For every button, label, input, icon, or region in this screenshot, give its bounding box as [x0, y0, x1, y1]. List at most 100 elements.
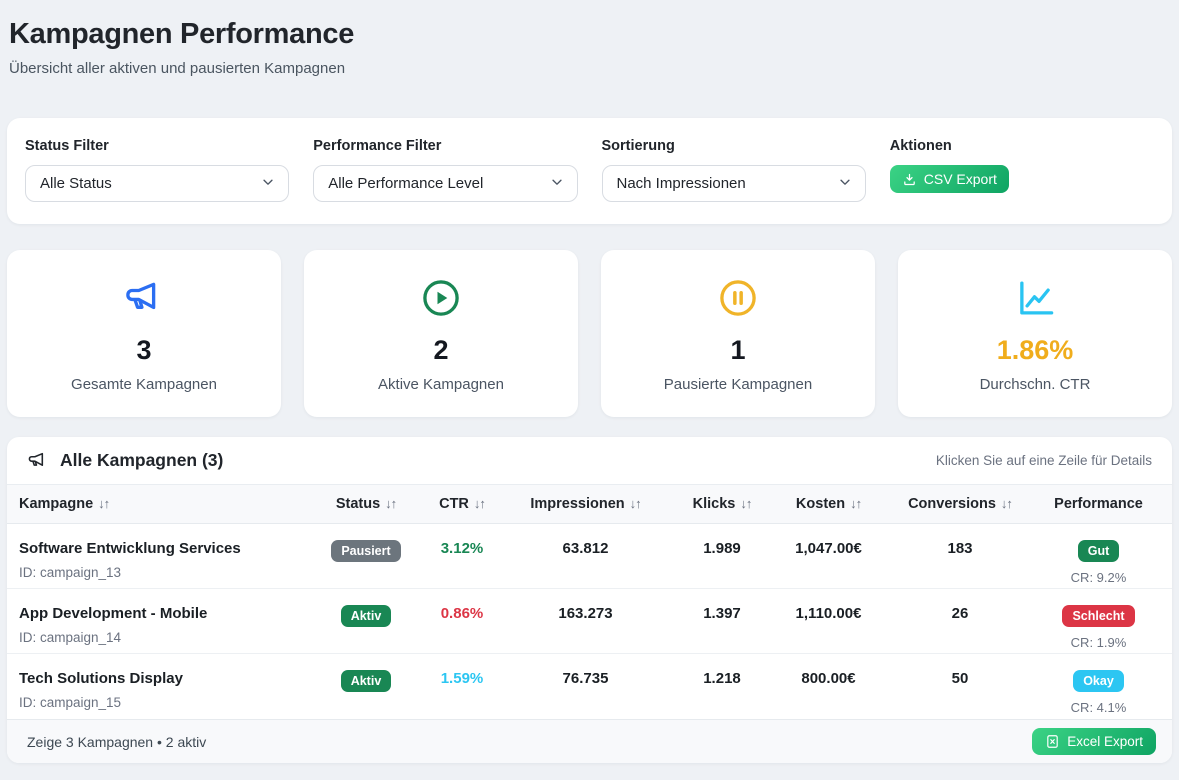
column-header-status[interactable]: Status ↓↑: [335, 496, 397, 512]
stat-active-value: 2: [433, 334, 449, 365]
ctr-cell: 1.59%: [440, 670, 484, 687]
sort-icon: ↓↑: [1000, 496, 1013, 511]
performance-badge: Okay: [1073, 670, 1124, 693]
campaign-id: ID: campaign_15: [19, 695, 122, 710]
ctr-cell: 0.86%: [440, 605, 484, 622]
column-header-kosten[interactable]: Kosten ↓↑: [795, 496, 862, 512]
conversions-cell: 50: [951, 670, 969, 687]
performance-filter-group: Performance Filter Alle Performance Leve…: [313, 138, 578, 202]
status-badge: Aktiv: [340, 670, 392, 693]
sort-select[interactable]: Nach Impressionen: [601, 165, 866, 202]
sort-icon: ↓↑: [98, 496, 110, 511]
status-cell: Pausiert: [311, 537, 421, 563]
column-header-impressionen[interactable]: Impressionen ↓↑: [530, 496, 641, 512]
stat-ctr-value: 1.86%: [996, 334, 1074, 365]
ctr-cell: 3.12%: [440, 540, 484, 557]
table-title: Alle Kampagnen (3): [60, 450, 224, 470]
table-body: Software Entwicklung Services ID: campai…: [7, 524, 1172, 719]
stat-ctr-label: Durchschn. CTR: [979, 375, 1091, 393]
sort-label: Sortierung: [601, 138, 675, 154]
performance-cell: Okay CR: 4.1%: [1039, 667, 1158, 715]
footer-summary: Zeige 3 Kampagnen • 2 aktiv: [27, 733, 207, 750]
sort-filter-group: Sortierung Nach Impressionen: [601, 138, 866, 202]
status-cell: Aktiv: [311, 667, 421, 693]
chevron-down-icon: [261, 175, 275, 193]
performance-cell: Schlecht CR: 1.9%: [1039, 602, 1158, 650]
sort-icon: ↓↑: [385, 496, 397, 511]
campaign-performance-page: Kampagnen Performance Übersicht aller ak…: [7, 14, 1172, 763]
clicks-cell: 1.218: [703, 670, 741, 687]
sort-icon: ↓↑: [850, 496, 862, 511]
table-row[interactable]: App Development - Mobile ID: campaign_14…: [7, 589, 1172, 654]
stats-row: 3 Gesamte Kampagnen 2 Aktive Kampagnen: [7, 250, 1172, 417]
conversions-cell: 26: [951, 605, 969, 622]
stat-paused-value: 1: [730, 334, 746, 365]
status-filter-label: Status Filter: [25, 138, 109, 154]
status-cell: Aktiv: [311, 602, 421, 628]
campaign-id: ID: campaign_14: [19, 630, 122, 645]
stat-card-ctr: 1.86% Durchschn. CTR: [898, 250, 1172, 417]
campaign-id: ID: campaign_13: [19, 565, 122, 580]
campaign-name: App Development - Mobile: [19, 605, 208, 622]
excel-file-icon: [1045, 734, 1060, 749]
column-header-ctr[interactable]: CTR ↓↑: [439, 496, 486, 512]
filter-bar: Status Filter Alle Status Performance Fi…: [7, 118, 1172, 224]
line-chart-icon: [1014, 275, 1056, 321]
campaign-cell: App Development - Mobile ID: campaign_14: [19, 602, 311, 645]
actions-label: Aktionen: [889, 138, 952, 154]
cost-cell: 1,047.00€: [795, 540, 862, 557]
stat-card-total: 3 Gesamte Kampagnen: [7, 250, 281, 417]
campaign-table-card: Alle Kampagnen (3) Klicken Sie auf eine …: [7, 437, 1172, 763]
column-header-performance: Performance: [1054, 496, 1143, 512]
campaign-name: Software Entwicklung Services: [19, 540, 241, 557]
table-row[interactable]: Tech Solutions Display ID: campaign_15 A…: [7, 654, 1172, 719]
column-header-klicks[interactable]: Klicks ↓↑: [692, 496, 753, 512]
status-badge: Pausiert: [331, 540, 401, 563]
megaphone-icon: [27, 450, 48, 471]
megaphone-icon: [123, 275, 165, 321]
download-icon: [902, 172, 917, 187]
stat-card-paused: 1 Pausierte Kampagnen: [601, 250, 875, 417]
table-row[interactable]: Software Entwicklung Services ID: campai…: [7, 524, 1172, 589]
table-footer: Zeige 3 Kampagnen • 2 aktiv Excel Export: [7, 719, 1172, 763]
sort-value: Nach Impressionen: [616, 175, 746, 192]
campaign-cell: Software Entwicklung Services ID: campai…: [19, 537, 311, 580]
csv-export-button[interactable]: CSV Export: [889, 165, 1009, 193]
clicks-cell: 1.397: [703, 605, 741, 622]
stat-card-active: 2 Aktive Kampagnen: [304, 250, 578, 417]
page-subtitle: Übersicht aller aktiven und pausierten K…: [9, 60, 346, 77]
table-header-row: Kampagne ↓↑ Status ↓↑ CTR ↓↑ Impressionen ↓↑…: [7, 485, 1172, 524]
sort-icon: ↓↑: [473, 496, 486, 511]
cost-cell: 800.00€: [801, 670, 856, 687]
conversion-rate: CR: 4.1%: [1070, 700, 1127, 716]
page-header: Kampagnen Performance Übersicht aller ak…: [7, 14, 1172, 77]
status-filter-value: Alle Status: [40, 175, 112, 192]
sort-icon: ↓↑: [740, 496, 752, 511]
status-badge: Aktiv: [340, 605, 392, 628]
stat-total-value: 3: [136, 334, 152, 365]
stat-active-label: Aktive Kampagnen: [378, 375, 504, 393]
pause-circle-icon: [717, 275, 759, 321]
performance-cell: Gut CR: 9.2%: [1039, 537, 1158, 585]
status-filter-group: Status Filter Alle Status: [25, 138, 290, 202]
conversion-rate: CR: 1.9%: [1070, 635, 1127, 651]
impressions-cell: 163.273: [558, 605, 613, 622]
column-header-kampagne[interactable]: Kampagne ↓↑: [19, 496, 110, 512]
performance-filter-select[interactable]: Alle Performance Level: [313, 165, 578, 202]
excel-export-button[interactable]: Excel Export: [1032, 728, 1156, 755]
cost-cell: 1,110.00€: [795, 605, 862, 622]
play-circle-icon: [420, 275, 462, 321]
campaign-cell: Tech Solutions Display ID: campaign_15: [19, 667, 311, 710]
campaign-name: Tech Solutions Display: [19, 670, 183, 687]
stat-total-label: Gesamte Kampagnen: [71, 375, 217, 393]
status-filter-select[interactable]: Alle Status: [25, 165, 290, 202]
impressions-cell: 76.735: [562, 670, 609, 687]
table-titlebar: Alle Kampagnen (3) Klicken Sie auf eine …: [7, 437, 1172, 485]
conversions-cell: 183: [947, 540, 973, 557]
column-header-conversions[interactable]: Conversions ↓↑: [908, 496, 1013, 512]
performance-filter-value: Alle Performance Level: [328, 175, 484, 192]
stat-paused-label: Pausierte Kampagnen: [663, 375, 813, 393]
performance-badge: Schlecht: [1062, 605, 1135, 628]
excel-export-label: Excel Export: [1067, 734, 1143, 749]
impressions-cell: 63.812: [562, 540, 609, 557]
